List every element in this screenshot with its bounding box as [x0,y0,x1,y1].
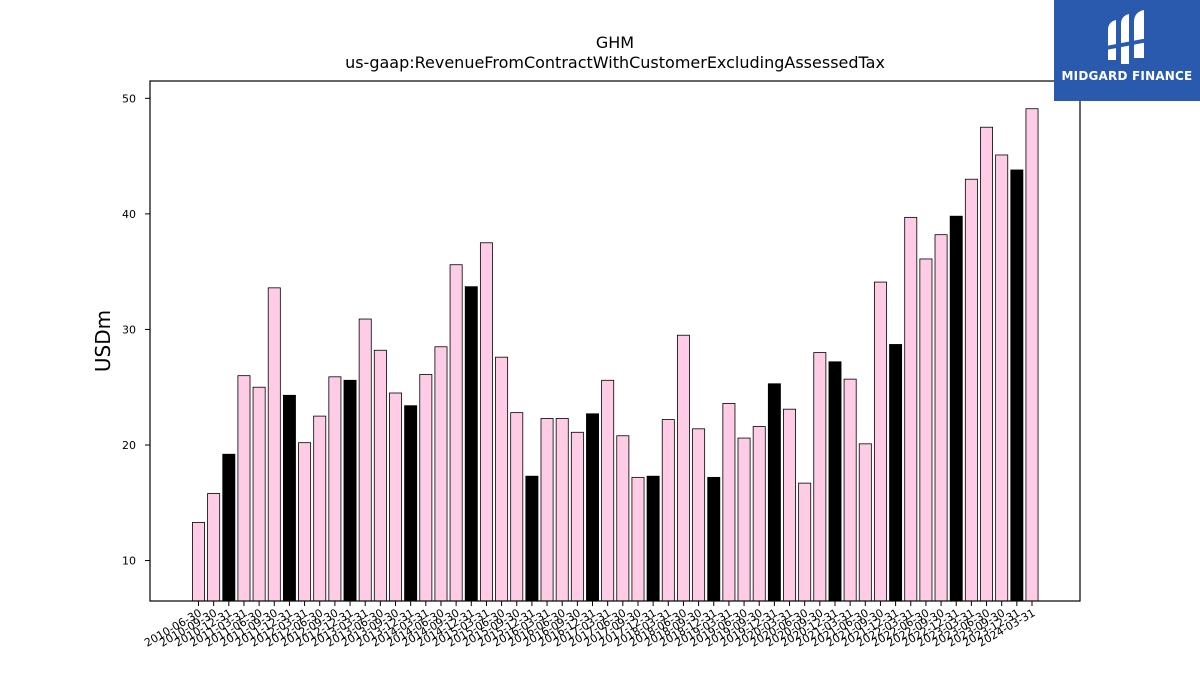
midgard-finance-logo: MIDGARD FINANCE [1054,0,1200,101]
bar [964,178,978,602]
bar [313,415,327,602]
bar [752,426,766,602]
bar [692,428,706,602]
plot-frame [149,80,1081,602]
logo-text: MIDGARD FINANCE [1061,69,1193,83]
bar [586,413,599,602]
bar [661,419,675,602]
bar [252,386,266,602]
bar [616,435,630,602]
bar [525,475,539,602]
bar [889,344,903,602]
chart-subtitle: us-gaap:RevenueFromContractWithCustomerE… [345,53,885,72]
bar [222,453,236,602]
bar [389,392,402,602]
bar [404,405,418,602]
bar [510,412,524,602]
bar [419,374,433,602]
y-axis-label: USDm [91,310,115,372]
bar [995,154,1009,602]
y-tick-label: 10 [122,555,136,568]
bar [449,264,463,602]
bar [676,334,690,602]
midgard-logo-icon [1106,10,1148,64]
bar [373,349,387,602]
bar [646,475,660,602]
bar [464,286,478,602]
bar [707,476,721,602]
bar [904,216,918,602]
bar [949,215,963,602]
bar [495,356,509,602]
bar [873,281,887,602]
y-axis: 10 20 30 40 50 [122,92,150,568]
bar [343,379,357,602]
bar [828,361,842,602]
bar [919,258,933,602]
bar [267,287,281,602]
bar [298,442,312,602]
bar [601,379,615,602]
y-tick-label: 30 [122,323,136,336]
bar [980,126,993,602]
bar [737,437,751,602]
x-axis: 2010-06-302010-09-302010-12-312011-03-31… [142,601,1038,650]
bar [479,242,493,602]
y-tick-label: 20 [122,439,136,452]
bar [282,394,296,602]
bar [237,375,251,602]
bar [358,318,372,602]
bar [631,476,645,602]
bars-group [192,108,1039,602]
y-tick-label: 50 [122,92,136,105]
y-tick-label: 40 [122,208,136,221]
bar [783,408,796,602]
bar [328,376,342,602]
bar [570,431,584,602]
bar [767,383,781,602]
bar [858,443,872,602]
bar [843,378,857,602]
bar [813,352,827,602]
bar [722,402,736,602]
bar [1010,169,1024,602]
bar [934,234,948,602]
bar [555,418,569,602]
bar [798,482,812,602]
bar [1025,108,1039,602]
bar [207,493,221,602]
bar [192,522,205,602]
bar [540,418,554,602]
chart-title: GHM [596,33,634,52]
bar [434,346,448,602]
